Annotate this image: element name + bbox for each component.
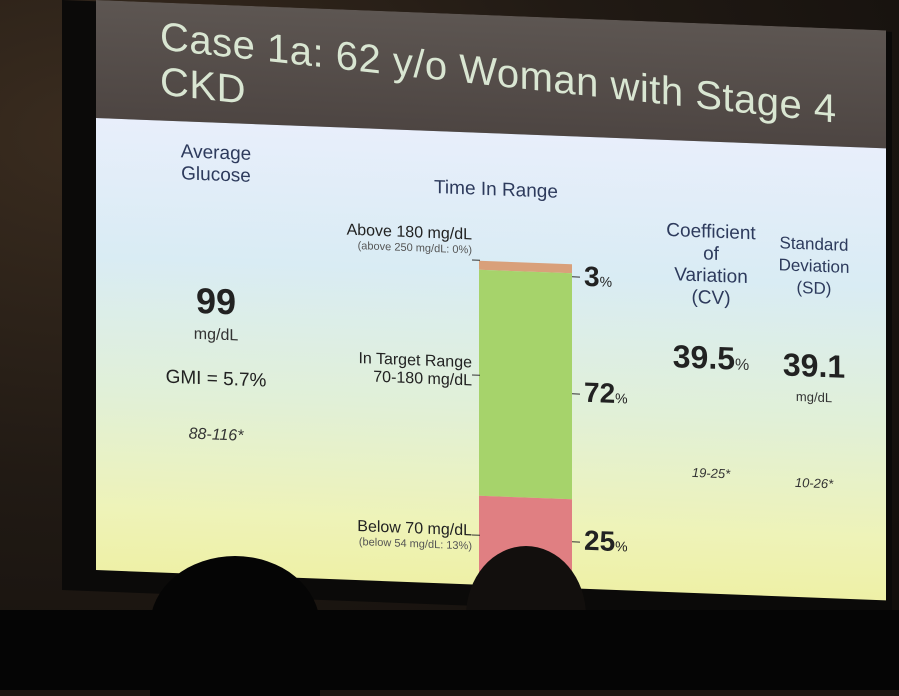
sd-header-line2: Deviation [778,255,850,277]
avg-glucose-header: Average Glucose [166,141,266,189]
presentation-slide: Case 1a: 62 y/o Woman with Stage 4 CKD A… [96,0,886,601]
audience-row [0,610,899,690]
below-pct-value: 25 [584,524,616,557]
avg-glucose-range: 88-116* [188,425,244,445]
avg-glucose-header-line2: Glucose [181,163,251,187]
avg-glucose-unit: mg/dL [193,325,239,345]
below-pct-sign: % [615,537,628,555]
target-pct-value: 72 [584,376,616,409]
sd-value: 39.1 [782,346,846,385]
target-label-group: In Target Range 70-180 mg/dL [296,348,472,391]
bar-in-range [479,269,572,500]
cv-value: 39.5 [672,338,736,377]
cv-header-line1: Coefficient [666,219,756,245]
cv-unit: % [735,356,750,375]
sd-header: Standard Deviation (SD) [764,232,864,302]
cv-value-group: 39.5% [656,338,766,379]
target-pct-sign: % [615,389,628,407]
below-pct: 25% [584,525,628,559]
cv-header: Coefficient of Variation (CV) [656,220,766,312]
cv-header-line4: (CV) [691,286,731,310]
above-pct: 3% [584,261,612,294]
sd-header-line3: (SD) [796,277,832,299]
above-pct-value: 3 [584,260,600,293]
above-pct-sign: % [599,273,613,290]
avg-glucose-value: 99 [195,279,237,323]
target-pct: 72% [584,377,628,411]
